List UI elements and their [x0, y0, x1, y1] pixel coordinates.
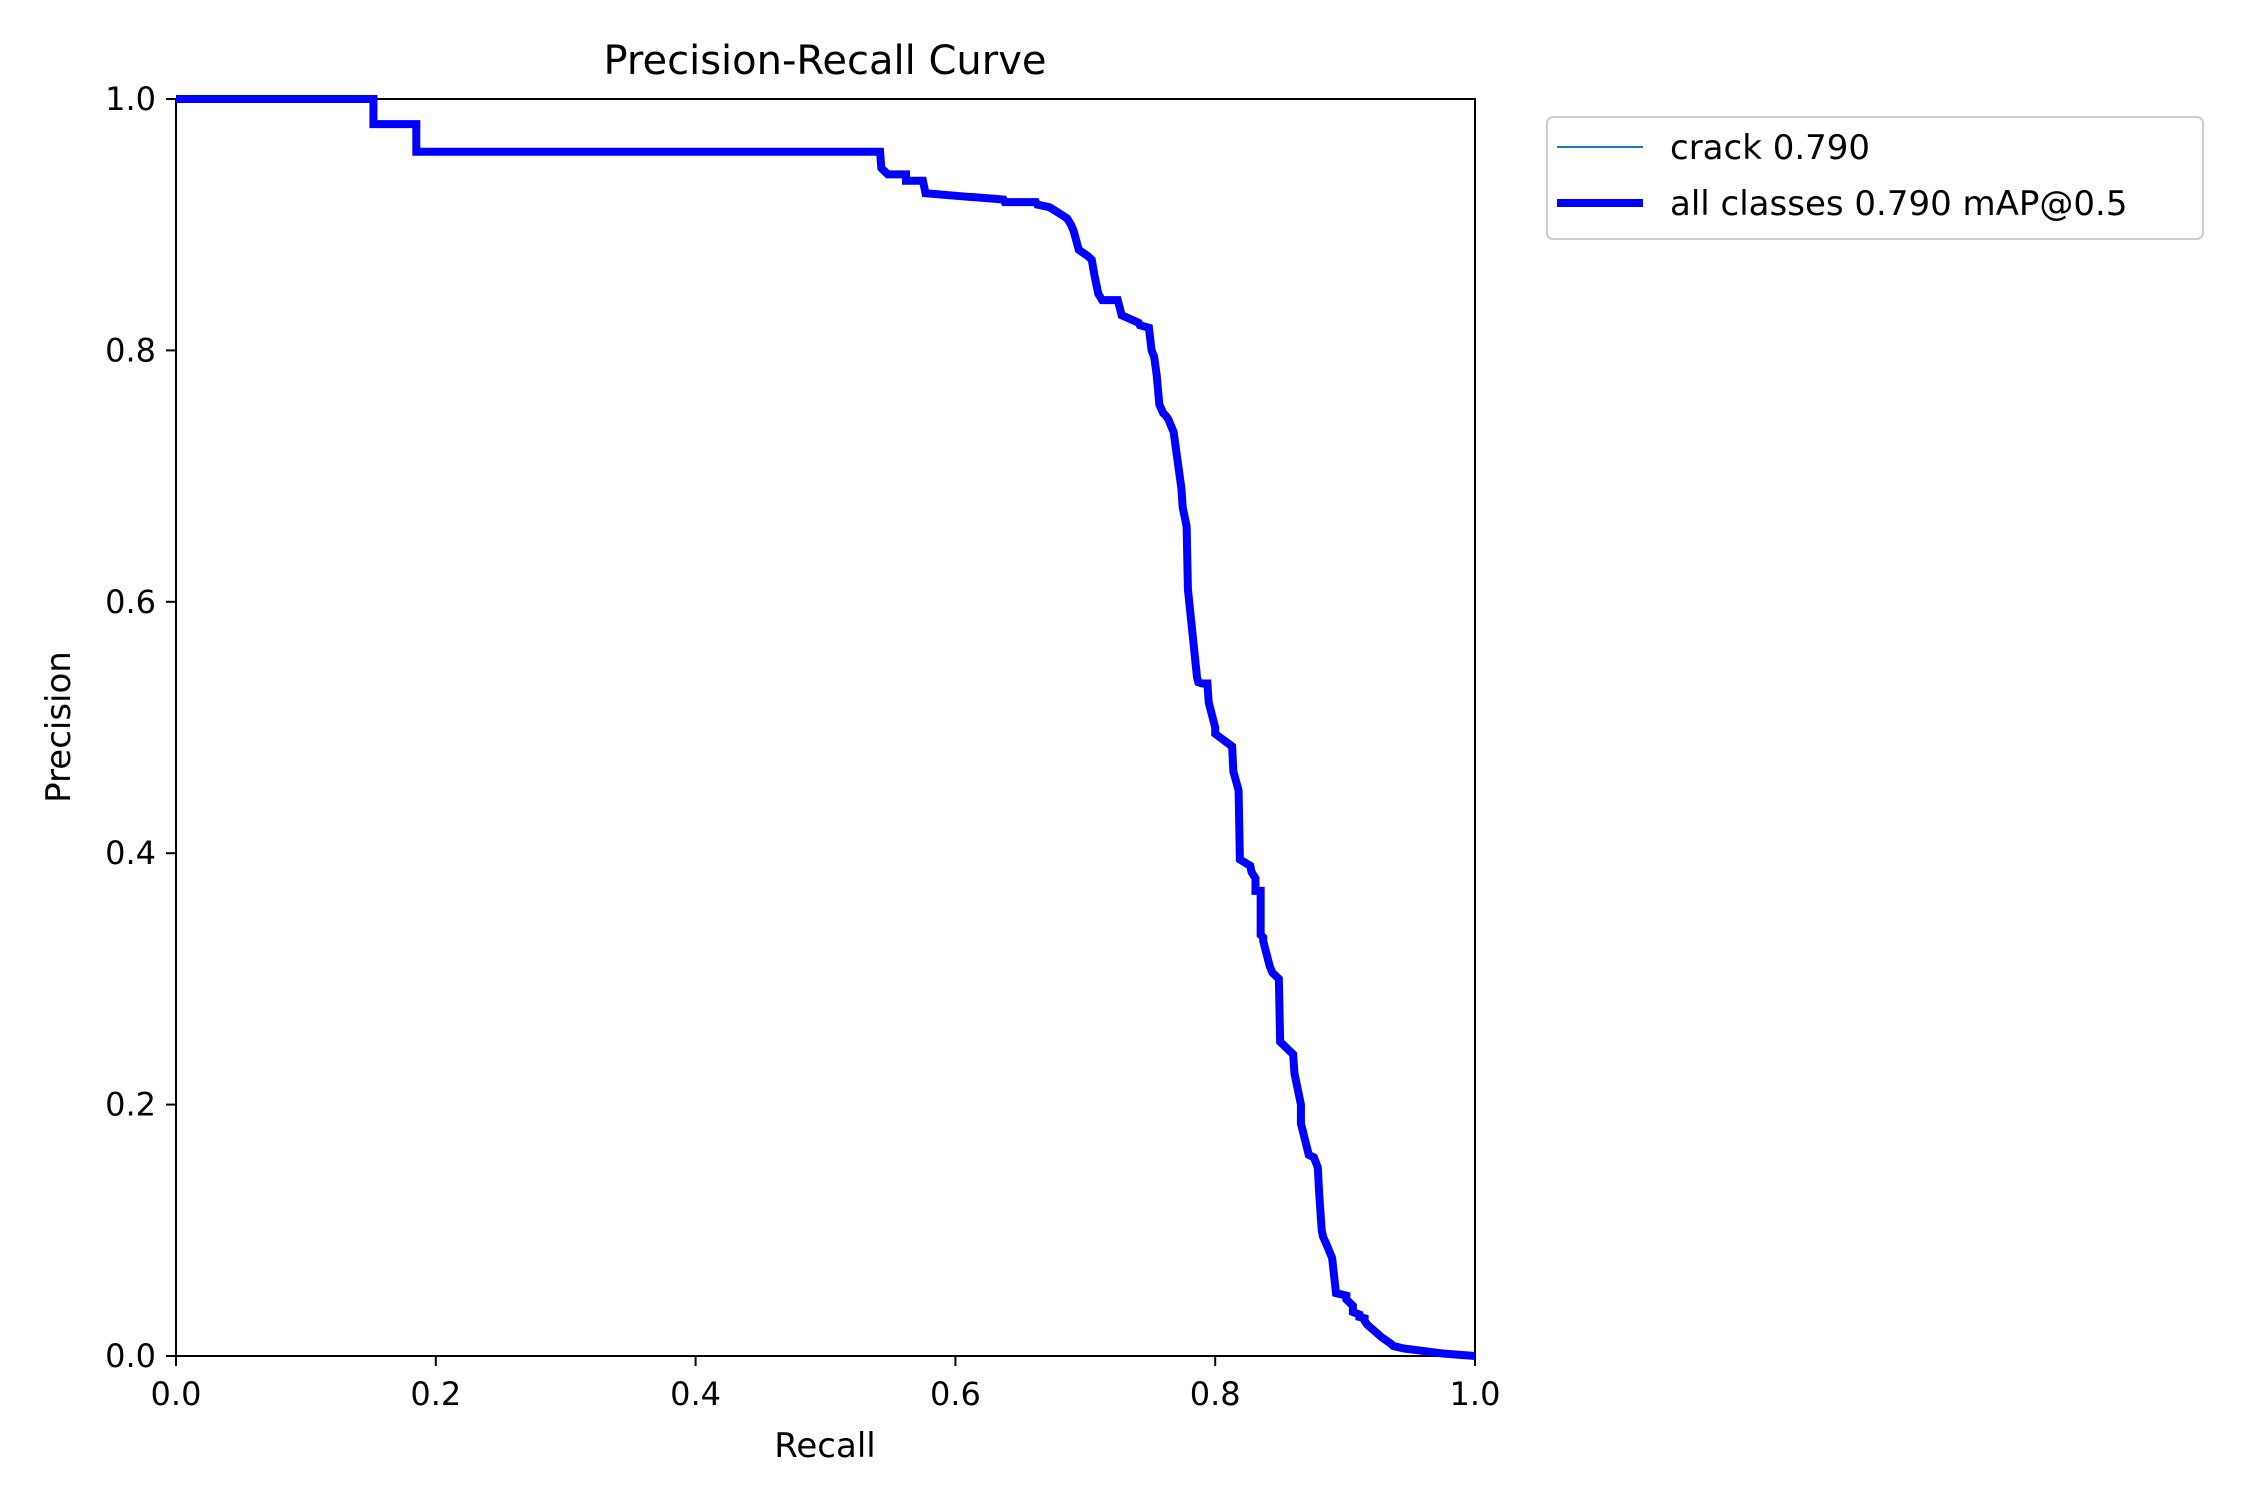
series-line-all-classes: [176, 95, 1476, 1360]
y-tick-label: 0.0: [105, 1337, 156, 1375]
y-tick-label: 0.6: [105, 583, 156, 621]
y-tick-label: 0.4: [105, 834, 156, 872]
x-tick-label: 0.2: [410, 1375, 461, 1413]
x-tick-label: 1.0: [1450, 1375, 1501, 1413]
x-tick-label: 0.0: [151, 1375, 202, 1413]
legend: crack 0.790 all classes 0.790 mAP@0.5: [1546, 116, 2204, 240]
y-tick-label: 0.8: [105, 331, 156, 369]
x-tick-label: 0.6: [930, 1375, 981, 1413]
x-tick-label: 0.8: [1190, 1375, 1241, 1413]
series-layer: [176, 95, 1476, 1360]
x-axis-label: Recall: [774, 1426, 875, 1466]
y-tick-label: 1.0: [105, 80, 156, 118]
legend-label-crack: crack 0.790: [1670, 128, 1870, 168]
x-axis-ticks: 0.0 0.2 0.4 0.6 0.8 1.0: [151, 1356, 1501, 1413]
y-axis-label: Precision: [39, 651, 79, 803]
chart-title: Precision-Recall Curve: [604, 38, 1047, 84]
plot-area: [175, 98, 1476, 1357]
y-axis-ticks: 0.0 0.2 0.4 0.6 0.8 1.0: [105, 80, 176, 1375]
legend-box: [1546, 116, 2204, 240]
legend-label-all-classes: all classes 0.790 mAP@0.5: [1670, 184, 2127, 224]
x-tick-label: 0.4: [670, 1375, 721, 1413]
y-tick-label: 0.2: [105, 1086, 156, 1124]
